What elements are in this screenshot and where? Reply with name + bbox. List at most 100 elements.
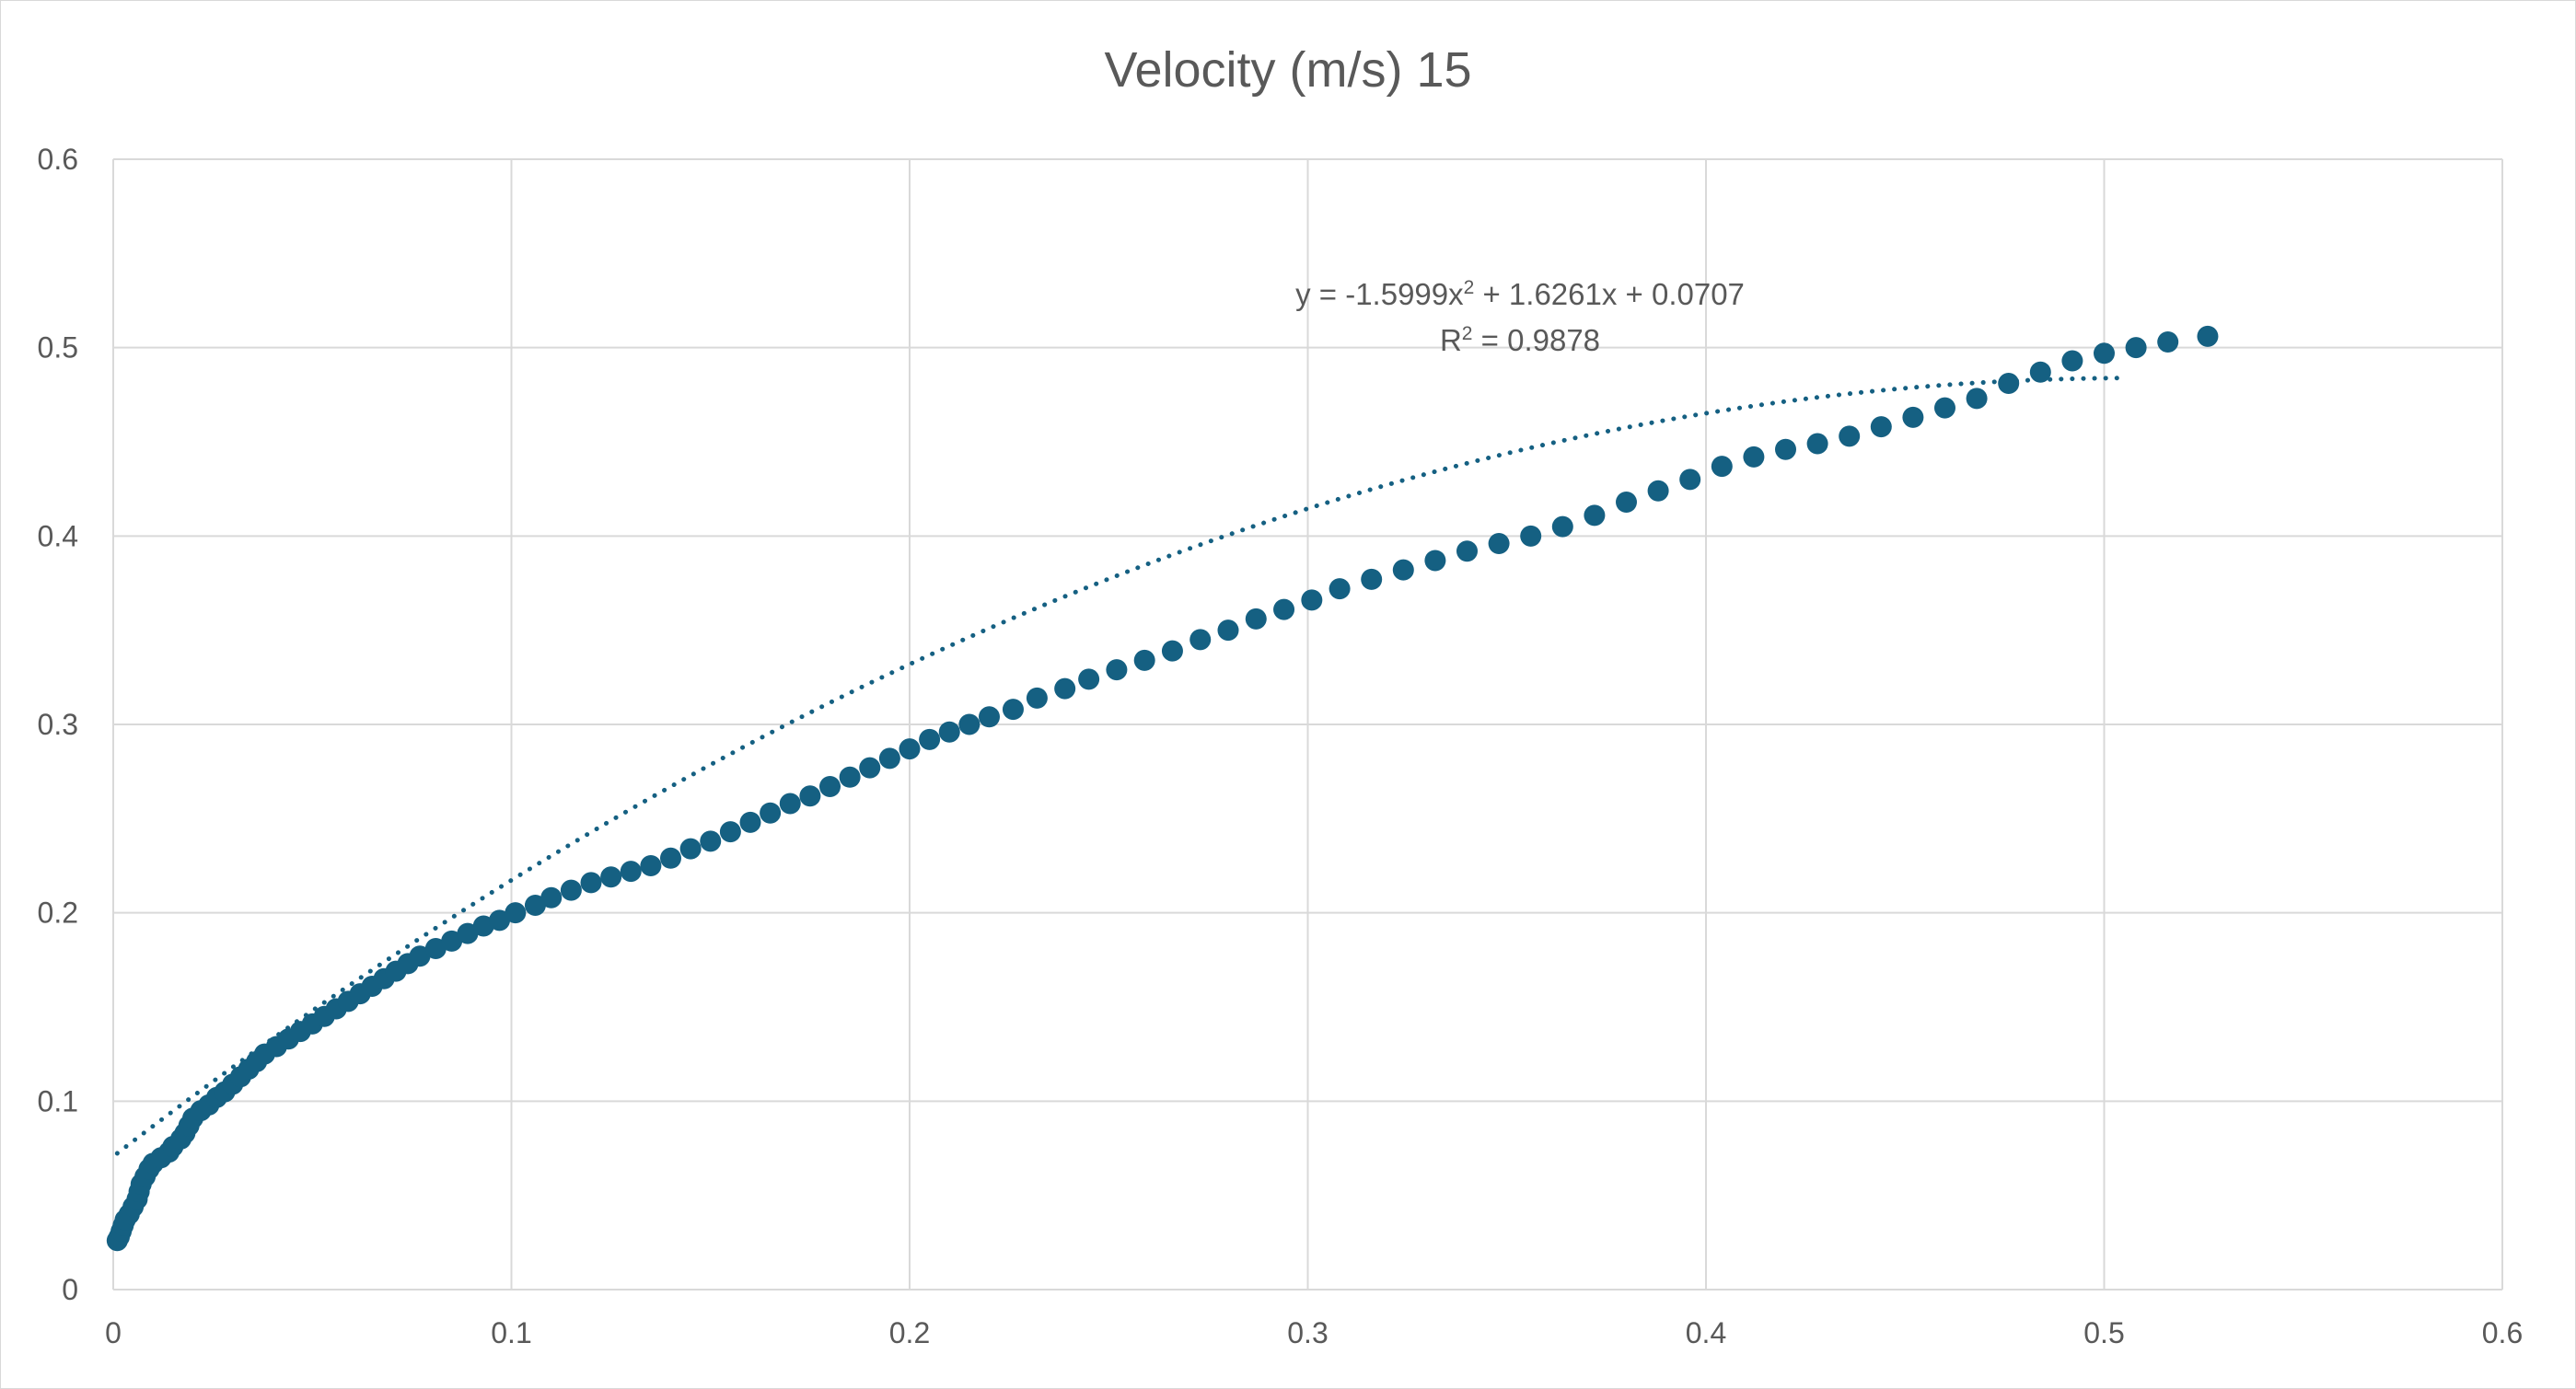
x-tick-label: 0.4: [1686, 1316, 1726, 1349]
data-point: [1245, 608, 1267, 630]
data-point: [1488, 533, 1510, 555]
data-point: [719, 821, 741, 843]
data-point: [919, 728, 941, 750]
grid-lines: [112, 158, 2503, 1291]
data-point: [1329, 578, 1351, 600]
data-point: [1775, 438, 1796, 460]
data-point: [1679, 469, 1701, 491]
x-tick-label: 0: [105, 1316, 122, 1349]
r2-prefix: R: [1440, 323, 1462, 357]
x-tick-label: 0.3: [1287, 1316, 1328, 1349]
y-tick-label: 0.4: [38, 519, 78, 552]
r2-exponent: 2: [1462, 323, 1473, 344]
y-tick-label: 0.6: [38, 143, 78, 176]
data-point: [1424, 550, 1446, 572]
data-point: [560, 879, 582, 901]
chart-title: Velocity (m/s) 15: [1104, 42, 1471, 98]
data-point: [1054, 677, 1076, 700]
data-point: [1520, 525, 1542, 547]
data-point: [409, 945, 431, 967]
data-point: [505, 902, 527, 924]
equation-exponent: 2: [1464, 277, 1475, 298]
data-point: [1273, 598, 1295, 620]
data-point: [580, 872, 602, 894]
data-point: [2029, 361, 2051, 383]
data-points: [106, 325, 2219, 1252]
data-point: [799, 785, 821, 807]
trendline-annotation: y = -1.5999x2 + 1.6261x + 0.0707 R2 = 0.…: [1295, 277, 1745, 357]
y-tick-label: 0.3: [38, 708, 78, 741]
data-point: [1870, 416, 1892, 438]
data-point: [1584, 504, 1606, 527]
data-point: [1839, 425, 1861, 447]
data-point: [640, 855, 662, 876]
data-point: [839, 766, 861, 788]
polynomial-trendline: [114, 376, 2127, 1156]
data-point: [1616, 491, 1637, 513]
data-point: [760, 802, 782, 824]
data-point: [859, 757, 881, 779]
trendline-equation: y = -1.5999x2 + 1.6261x + 0.0707: [1295, 277, 1745, 311]
x-tick-label: 0.2: [889, 1316, 930, 1349]
data-point: [2197, 325, 2219, 347]
data-point: [779, 793, 801, 815]
x-tick-label: 0.6: [2482, 1316, 2523, 1349]
data-point: [1392, 559, 1414, 581]
data-point: [1078, 668, 1100, 690]
data-point: [1217, 619, 1239, 642]
data-point: [679, 838, 702, 860]
data-point: [938, 721, 960, 743]
data-point: [1934, 397, 1955, 419]
x-tick-label: 0.5: [2083, 1316, 2124, 1349]
data-point: [1743, 446, 1765, 468]
data-point: [1551, 515, 1573, 538]
y-tick-label: 0.1: [38, 1084, 78, 1117]
data-point: [1806, 433, 1828, 455]
data-point: [472, 915, 494, 937]
data-point: [1647, 480, 1669, 502]
data-point: [1026, 687, 1048, 709]
y-tick-label: 0.5: [38, 331, 78, 365]
data-point: [441, 930, 463, 952]
data-point: [1361, 568, 1383, 590]
data-point: [1301, 589, 1323, 611]
data-point: [1998, 373, 2020, 395]
data-point: [489, 909, 511, 932]
data-point: [1106, 659, 1128, 681]
trendline-layer: [114, 376, 2127, 1156]
data-point: [1002, 699, 1024, 721]
data-point: [700, 830, 722, 852]
data-point: [2094, 342, 2115, 365]
x-axis-tick-labels: 0 0.1 0.2 0.3 0.4 0.5 0.6: [105, 1316, 2523, 1349]
data-point: [958, 713, 981, 735]
data-point: [819, 776, 841, 798]
data-point: [979, 706, 1000, 728]
data-point: [1902, 406, 1924, 428]
data-point: [2157, 331, 2179, 353]
equation-prefix: y = -1.5999x: [1295, 277, 1464, 311]
data-point: [899, 738, 921, 760]
data-point: [878, 747, 900, 770]
data-point: [540, 886, 563, 909]
y-axis-tick-labels: 0 0.1 0.2 0.3 0.4 0.5 0.6: [38, 143, 78, 1306]
data-point: [2125, 337, 2147, 359]
data-point: [1711, 456, 1733, 478]
x-tick-label: 0.1: [491, 1316, 531, 1349]
data-point: [424, 938, 447, 960]
data-point: [1161, 640, 1183, 662]
data-point: [1966, 388, 1988, 410]
data-point: [524, 894, 546, 916]
y-tick-label: 0: [62, 1273, 78, 1306]
data-point: [457, 922, 479, 944]
data-point: [739, 811, 761, 833]
data-point: [1456, 540, 1478, 562]
data-point: [620, 861, 642, 883]
data-point: [2061, 350, 2083, 372]
data-point: [1189, 629, 1212, 651]
r2-suffix: = 0.9878: [1472, 323, 1600, 357]
data-point: [600, 866, 622, 888]
trendline-r-squared: R2 = 0.9878: [1440, 323, 1600, 357]
data-point: [660, 847, 681, 869]
